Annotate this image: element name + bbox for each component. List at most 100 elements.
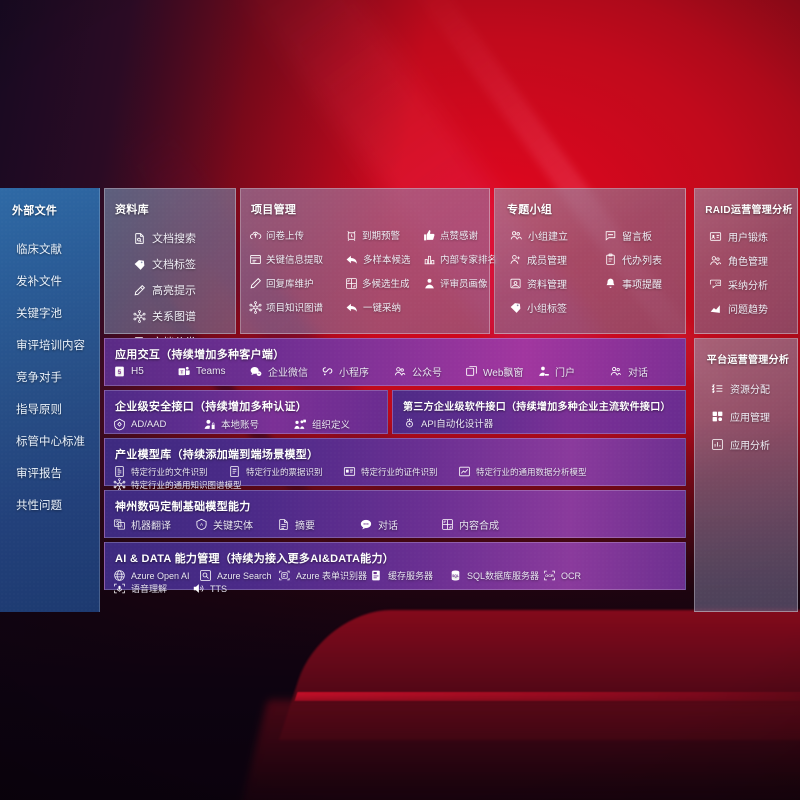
tag-icon [133,258,146,271]
industry-item-receipt-recognition[interactable]: 特定行业的票据识别 [228,465,343,478]
industry-models-list: 特定行业的文件识别 特定行业的票据识别 特定行业的证件识别 特定行业的通用数据分… [105,462,685,491]
app-item-label: 门户 [555,368,575,379]
ai-item-ocr[interactable]: OCR OCR [543,569,622,582]
sidebar-item-standards-center[interactable]: 标管中心标准 [16,436,85,448]
project-item-key-info-extract[interactable]: 关键信息提取 [249,247,345,271]
ai-item-azure-open-ai[interactable]: Azure Open AI [113,569,199,582]
base-item-key-entity[interactable]: A 关键实体 [195,517,277,532]
sidebar-item-clinical-literature[interactable]: 临床文献 [16,244,62,256]
industry-item-knowledge-graph-model[interactable]: 特定行业的通用知识图谱模型 [113,478,242,491]
project-item-reviewer-profile[interactable]: 评审员画像 [423,271,499,295]
team-item-todo-list[interactable]: 代办列表 [604,247,694,271]
sidebar-item-common-issues[interactable]: 共性问题 [16,500,62,512]
tag-icon [509,301,522,314]
sidebar-item-review-report[interactable]: 审评报告 [16,468,62,480]
app-item-label: 对话 [628,368,648,379]
project-item-internal-expert-ranking[interactable]: 内部专家排名 [423,247,499,271]
tts-icon [192,582,205,595]
security-item-org-define[interactable]: 组织定义 [293,417,383,431]
library-item-doc-tag[interactable]: 文档标签 [133,251,235,277]
security-item-label: 组织定义 [312,420,351,431]
platform-item-resource-allocation[interactable]: 资源分配 [711,374,797,402]
person-add-icon [509,253,522,266]
search-box-icon [199,569,212,582]
industry-item-data-analysis-model[interactable]: 特定行业的通用数据分析模型 [458,465,587,478]
team-item-reminder[interactable]: 事项提醒 [604,271,694,295]
raid-item-issue-trend[interactable]: 问题趋势 [709,296,797,320]
project-item-label: 一键采纳 [363,303,402,314]
chat-bubble-icon [359,518,373,531]
base-models-title: 神州数码定制基础模型能力 [115,501,251,513]
security-item-local-account[interactable]: 本地账号 [203,417,293,431]
app-item-label: Teams [196,366,226,377]
data-analysis-icon [458,465,471,478]
app-item-web-popup[interactable]: Web飘窗 [465,364,537,379]
base-item-summary[interactable]: 摘要 [277,517,359,532]
ai-item-sql-database-server[interactable]: SQL SQL数据库服务器 [449,569,543,582]
team-item-group-tag[interactable]: 小组标签 [509,295,604,319]
app-item-wecom[interactable]: 企业微信 [249,364,321,379]
arrow-back-icon [345,253,359,266]
app-item-label: Web飘窗 [483,368,524,379]
security-item-ad-aad[interactable]: AD/AAD [113,417,203,431]
app-item-miniprogram[interactable]: 小程序 [321,364,393,379]
team-item-member-mgmt[interactable]: 成员管理 [509,247,604,271]
app-item-dialog[interactable]: 对话 [609,364,681,379]
sidebar-item-keyword-pool[interactable]: 关键字池 [16,308,62,320]
library-list: 文档搜索 文档标签 高亮提示 关系图谱 文档分类 [105,217,235,355]
form-recognizer-icon [278,569,291,582]
ai-item-azure-search[interactable]: Azure Search [199,569,278,582]
project-item-questionnaire-upload[interactable]: 问卷上传 [249,223,345,247]
team-item-message-board[interactable]: 留言板 [604,223,694,247]
sidebar-item-review-training[interactable]: 审评培训内容 [16,340,85,352]
app-interaction-panel: 应用交互（持续增加多种客户端） 5 H5 T Teams 企业微信 小程序 [104,338,686,386]
library-item-highlight[interactable]: 高亮提示 [133,277,235,303]
project-item-one-click-adopt[interactable]: 一键采纳 [345,295,423,319]
sidebar-item-competitors[interactable]: 竞争对手 [16,372,62,384]
project-item-multi-sample-candidate[interactable]: 多样本候选 [345,247,423,271]
industry-item-label: 特定行业的票据识别 [246,466,323,477]
svg-text:A: A [200,522,204,527]
base-item-label: 对话 [378,521,398,532]
ai-item-speech-understanding[interactable]: 语音理解 [113,582,192,595]
sidebar-item-supplementary-docs[interactable]: 发补文件 [16,276,62,288]
third-party-item-api-designer[interactable]: API自动化设计器 [403,416,493,430]
base-item-label: 摘要 [295,521,315,532]
library-item-doc-search[interactable]: 文档搜索 [133,225,235,251]
app-item-official-account[interactable]: 公众号 [393,364,465,379]
raid-item-role-mgmt[interactable]: 角色管理 [709,248,797,272]
base-item-dialog[interactable]: 对话 [359,517,441,532]
project-item-label: 到期预警 [362,231,401,242]
industry-item-label: 特定行业的通用数据分析模型 [476,466,587,477]
sql-database-icon: SQL [449,569,462,582]
platform-item-app-mgmt[interactable]: 应用管理 [711,402,797,430]
project-item-multi-candidate-gen[interactable]: 多候选生成 [345,271,423,295]
project-item-label: 项目知识图谱 [266,303,324,314]
app-item-teams[interactable]: T Teams [177,364,249,379]
sidebar-item-guidelines[interactable]: 指导原则 [16,404,62,416]
project-item-like-thanks[interactable]: 点赞感谢 [423,223,499,247]
library-item-relation-graph[interactable]: 关系图谱 [133,303,235,329]
ai-item-cache-server[interactable]: 缓存服务器 [370,569,449,582]
team-item-material-mgmt[interactable]: 资料管理 [509,271,604,295]
security-list: AD/AAD 本地账号 组织定义 [105,414,387,431]
svg-text:SQL: SQL [452,574,459,578]
app-item-portal[interactable]: 门户 [537,364,609,379]
app-item-h5[interactable]: 5 H5 [113,364,177,379]
base-item-content-compose[interactable]: 内容合成 [441,517,523,532]
project-item-knowledge-graph[interactable]: 项目知识图谱 [249,295,345,319]
raid-item-adoption-analysis[interactable]: QA 采纳分析 [709,272,797,296]
project-item-expiry-alert[interactable]: 到期预警 [345,223,423,247]
platform-item-app-analytics[interactable]: 应用分析 [711,430,797,458]
raid-item-user-training[interactable]: 用户锻炼 [709,224,797,248]
capability-board: 外部文件 临床文献 发补文件 关键字池 审评培训内容 竞争对手 指导原则 标管中… [0,188,800,612]
industry-item-idcard-recognition[interactable]: 特定行业的证件识别 [343,465,458,478]
project-item-label: 多样本候选 [363,255,411,266]
ai-item-tts[interactable]: TTS [192,582,244,595]
industry-item-file-recognition[interactable]: 特定行业的文件识别 [113,465,228,478]
project-item-reply-library[interactable]: 回复库维护 [249,271,345,295]
ai-item-form-recognizer[interactable]: Azure 表单识别器 [278,569,370,582]
ai-item-label: 缓存服务器 [388,571,434,581]
team-item-create-group[interactable]: 小组建立 [509,223,604,247]
